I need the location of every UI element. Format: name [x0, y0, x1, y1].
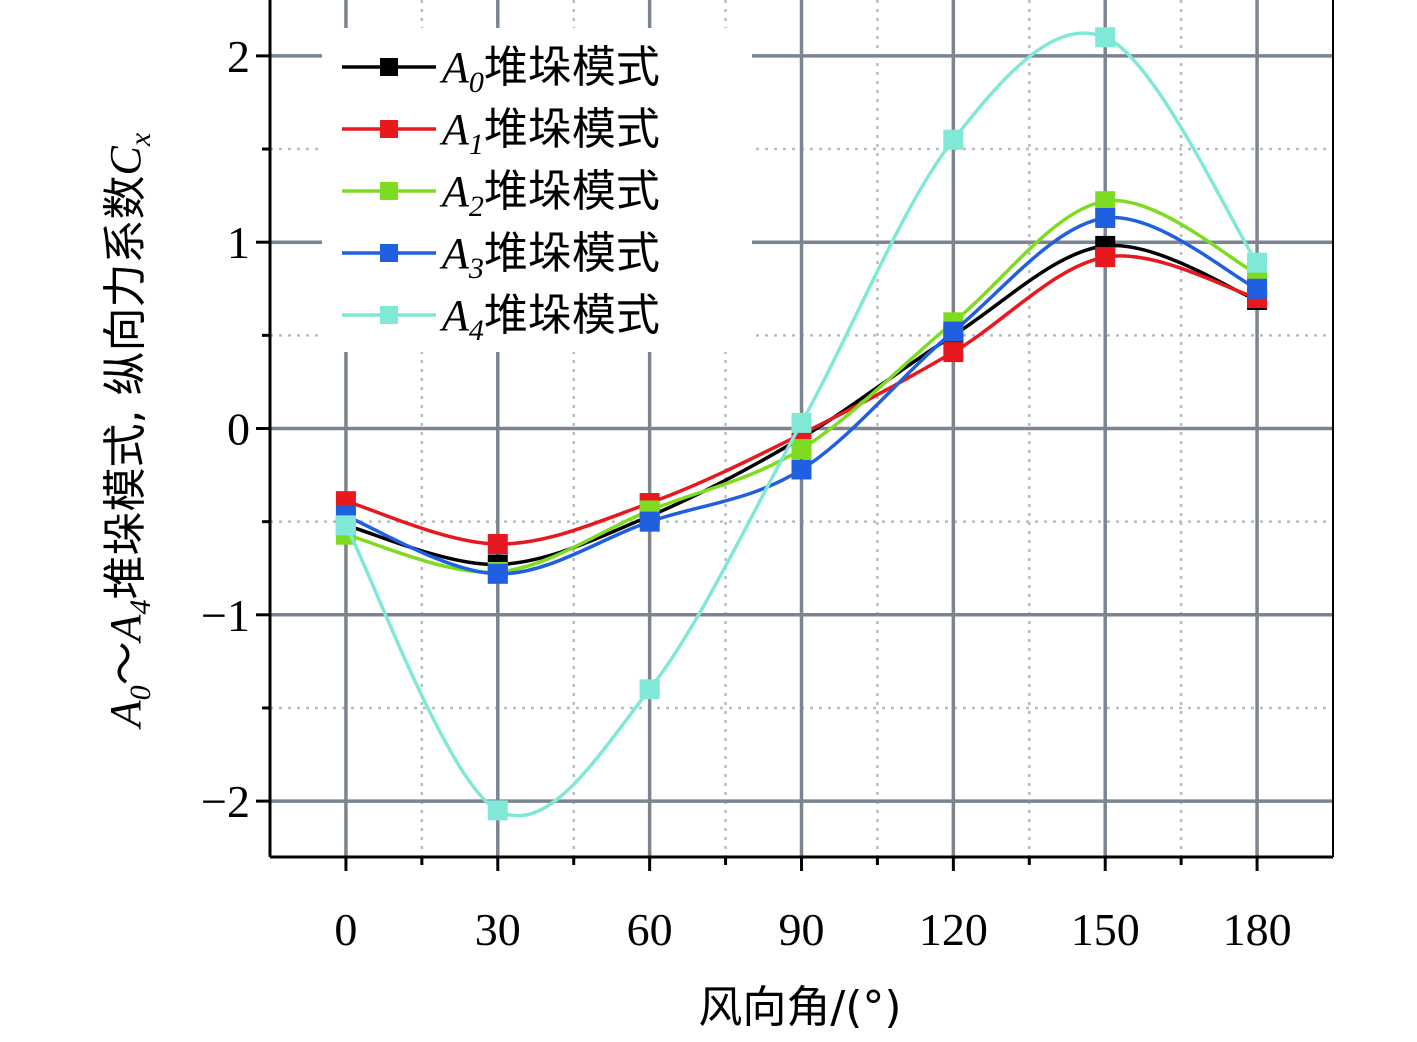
data-point-s1-x150 [1095, 247, 1116, 268]
x-tick-label: 120 [919, 904, 988, 955]
x-axis-title: 风向角/(°) [698, 982, 901, 1033]
y-tick-label: 0 [227, 404, 250, 455]
data-point-s3-x30 [487, 563, 508, 584]
legend-label-2: A2堆垛模式 [439, 166, 660, 223]
y-tick-label: 2 [227, 31, 250, 82]
legend-entry-1: A1堆垛模式 [342, 104, 660, 161]
legend-marker-2 [380, 182, 398, 200]
x-tick-label: 180 [1223, 904, 1292, 955]
legend-label-suffix: 堆垛模式 [484, 290, 660, 341]
data-point-s2-x90 [791, 438, 812, 459]
legend-marker-4 [380, 306, 398, 324]
series-4 [335, 27, 1268, 821]
x-tick-label: 30 [475, 904, 521, 955]
legend-label-suffix: 堆垛模式 [484, 42, 660, 93]
y-title-sub: 4 [124, 599, 157, 614]
data-point-s4-x180 [1247, 252, 1268, 273]
data-point-s1-x30 [487, 534, 508, 555]
legend-entry-2: A2堆垛模式 [342, 166, 660, 223]
legend-entry-4: A4堆垛模式 [342, 290, 660, 347]
data-point-s4-x120 [943, 129, 964, 150]
x-tick-labels: 0 30 60 90 120 150 180 [334, 904, 1291, 955]
legend-label-suffix: 堆垛模式 [484, 104, 660, 155]
legend-label-prefix: A [439, 291, 470, 340]
y-tick-label: −2 [201, 776, 250, 827]
data-point-s4-x90 [791, 412, 812, 433]
data-point-s3-x90 [791, 459, 812, 480]
legend-marker-0 [380, 58, 398, 76]
axis-ticks [256, 54, 1259, 871]
legend-label-1: A1堆垛模式 [439, 104, 660, 161]
series-layer [335, 27, 1268, 821]
x-tick-label: 90 [779, 904, 825, 955]
y-title-part: A [101, 613, 150, 644]
legend-label-prefix: A [439, 167, 470, 216]
y-tick-label: −1 [201, 590, 250, 641]
y-title-part: 堆垛模式, 纵向力系数 [100, 175, 151, 599]
legend-label-prefix: A [439, 229, 470, 278]
legend-label-4: A4堆垛模式 [439, 290, 660, 347]
legend-label-sub: 1 [469, 128, 484, 161]
data-point-s4-x0 [335, 515, 356, 536]
legend-label-0: A0堆垛模式 [439, 42, 660, 99]
y-title-sub: x [124, 132, 157, 147]
legend-label-3: A3堆垛模式 [439, 228, 660, 285]
y-tick-label: 1 [227, 217, 250, 268]
x-tick-label: 60 [627, 904, 673, 955]
legend-label-sub: 3 [468, 252, 484, 285]
legend-label-sub: 2 [469, 190, 484, 223]
data-point-s3-x120 [943, 321, 964, 342]
y-title-part: ～ [100, 641, 151, 685]
legend-marker-3 [380, 244, 398, 262]
y-title-sub: 0 [124, 685, 157, 700]
data-point-s1-x120 [943, 342, 964, 363]
legend-label-suffix: 堆垛模式 [484, 228, 660, 279]
data-point-s3-x60 [639, 511, 660, 532]
legend-marker-1 [380, 120, 398, 138]
data-point-s3-x150 [1095, 207, 1116, 228]
legend-label-prefix: A [439, 105, 470, 154]
y-title-part: C [101, 145, 150, 175]
x-tick-label: 0 [334, 904, 357, 955]
data-point-s4-x150 [1095, 27, 1116, 48]
legend-entry-0: A0堆垛模式 [342, 42, 660, 99]
data-point-s3-x180 [1247, 278, 1268, 299]
data-point-s4-x30 [487, 800, 508, 821]
data-point-s4-x60 [639, 679, 660, 700]
series-3 [335, 207, 1268, 584]
y-tick-labels: −2 −1 0 1 2 [201, 31, 250, 827]
legend-label-prefix: A [439, 43, 470, 92]
data-point-s2-x150 [1095, 191, 1116, 212]
legend-label-suffix: 堆垛模式 [484, 166, 660, 217]
y-title-part: A [101, 699, 150, 730]
x-tick-label: 150 [1071, 904, 1140, 955]
legend-entry-3: A3堆垛模式 [342, 228, 660, 285]
y-axis-title: A0～A4堆垛模式, 纵向力系数Cx [100, 132, 157, 730]
legend-label-sub: 4 [469, 314, 484, 347]
legend-label-sub: 0 [469, 66, 484, 99]
